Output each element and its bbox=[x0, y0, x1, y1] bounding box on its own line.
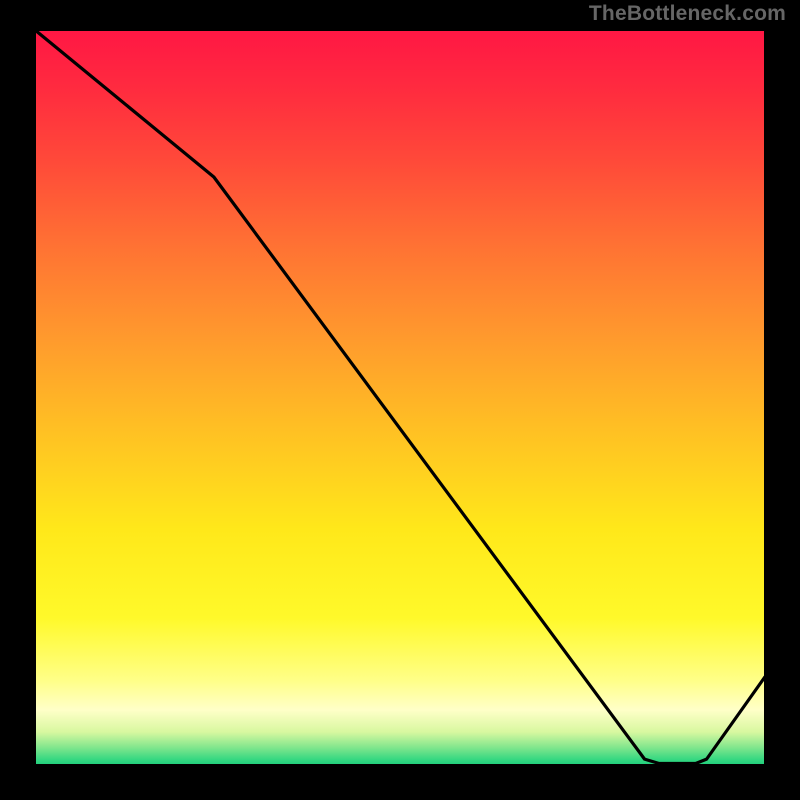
watermark-text: TheBottleneck.com bbox=[589, 2, 786, 26]
plot-background bbox=[35, 30, 765, 765]
bottleneck-chart bbox=[0, 0, 800, 800]
